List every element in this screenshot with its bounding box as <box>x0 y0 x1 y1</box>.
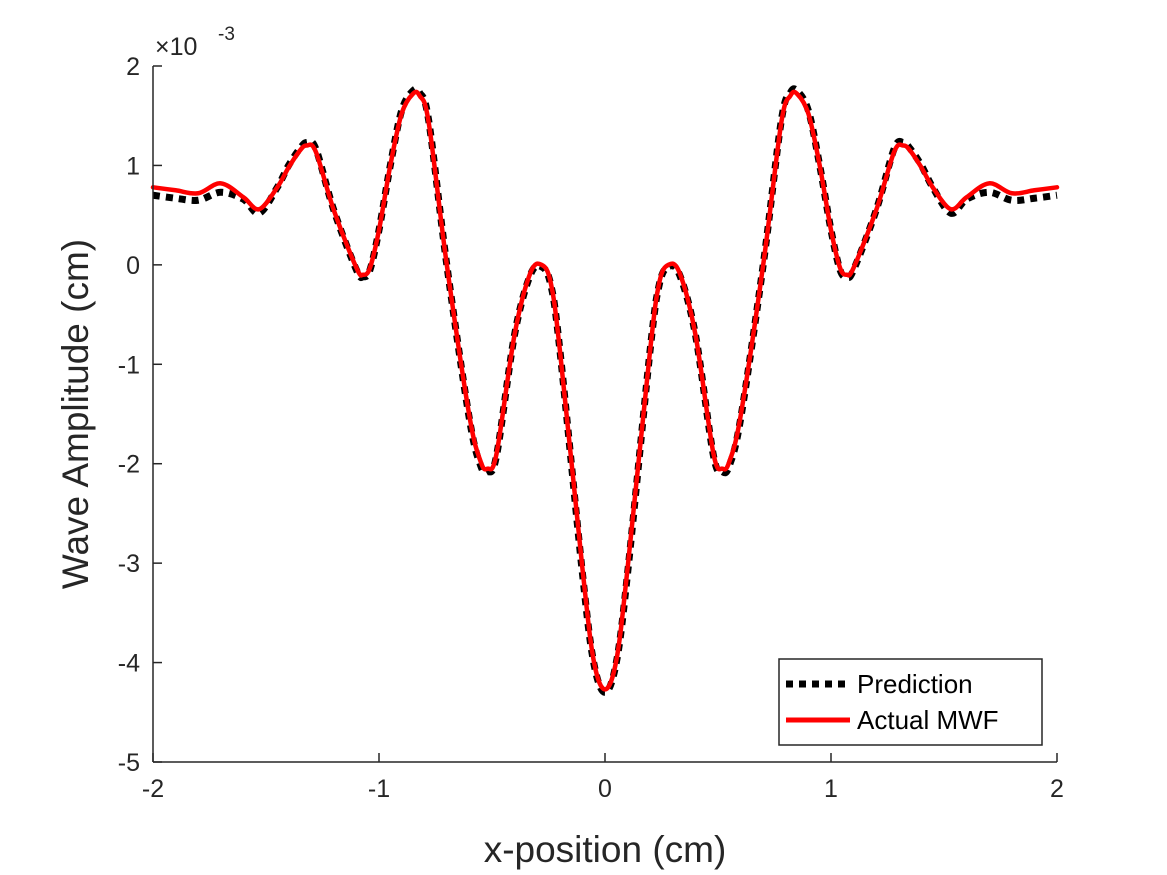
legend-box <box>778 658 1043 746</box>
legend: Prediction Actual MWF <box>778 658 1043 746</box>
y-tick-label: 1 <box>126 152 140 180</box>
y-axis-title: Wave Amplitude (cm) <box>55 239 96 589</box>
x-axis-title: x-position (cm) <box>484 829 727 870</box>
series-actual-mwf-line <box>150 89 1060 692</box>
y-tick-label: -4 <box>118 650 140 678</box>
y-tick-label: 0 <box>126 252 140 280</box>
ticks-layer: -2 -1 0 1 2 -5 -4 -3 -2 -1 0 1 2 <box>118 53 1064 803</box>
legend-label-prediction: Prediction <box>857 669 973 699</box>
legend-label-actual: Actual MWF <box>857 705 999 735</box>
y-tick-label: -5 <box>118 749 140 777</box>
plot-background <box>153 66 1057 762</box>
y-exponent-label: ×10 -3 <box>155 24 235 61</box>
y-tick-label: 2 <box>126 53 140 81</box>
y-tick-label: -1 <box>118 351 140 379</box>
x-tick-label: 1 <box>824 775 838 803</box>
x-tick-label: 0 <box>598 775 612 803</box>
y-exponent-base: ×10 <box>155 33 197 61</box>
y-exponent-power: -3 <box>218 24 235 45</box>
x-tick-label: -2 <box>142 775 164 803</box>
x-tick-label: 2 <box>1050 775 1064 803</box>
plot-area: -2 -1 0 1 2 -5 -4 -3 -2 -1 0 1 2 <box>118 53 1064 803</box>
y-tick-label: -3 <box>118 550 140 578</box>
x-tick-label: -1 <box>368 775 390 803</box>
series-layer <box>150 85 1060 696</box>
y-tick-label: -2 <box>118 451 140 479</box>
